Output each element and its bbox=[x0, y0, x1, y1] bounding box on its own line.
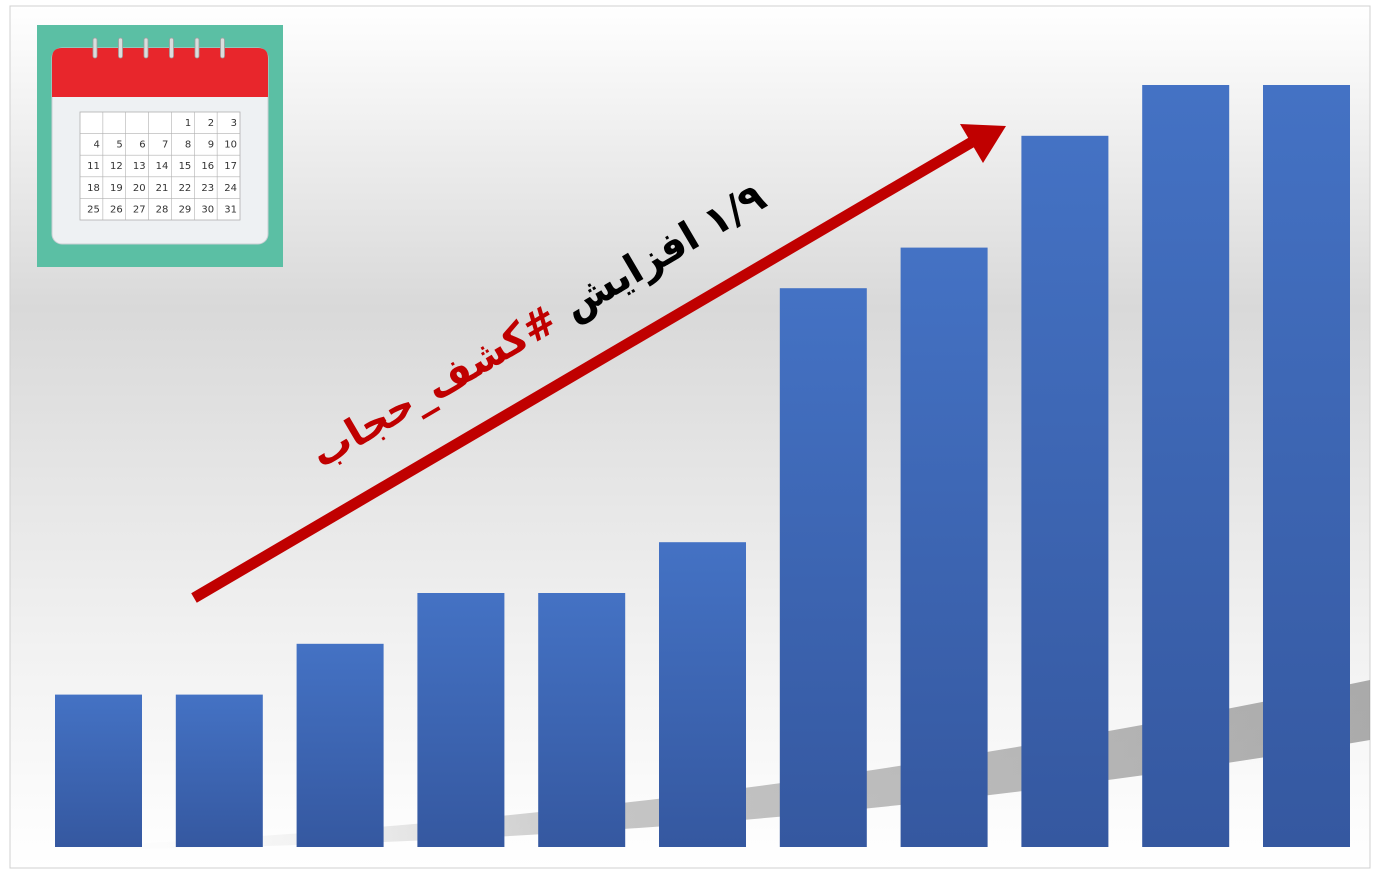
bar-10 bbox=[1142, 85, 1230, 847]
calendar-day: 22 bbox=[179, 183, 192, 194]
calendar-day: 3 bbox=[231, 118, 237, 129]
bar-9 bbox=[1021, 135, 1109, 848]
calendar-day: 6 bbox=[139, 140, 145, 151]
calendar-day: 18 bbox=[87, 183, 100, 194]
trend-arrow-shaft bbox=[191, 137, 975, 603]
calendar-day: 7 bbox=[162, 140, 168, 151]
bars bbox=[55, 85, 1350, 848]
calendar-day: 30 bbox=[201, 204, 214, 215]
calendar-day: 10 bbox=[224, 140, 237, 151]
calendar-day: 25 bbox=[87, 204, 100, 215]
calendar-day: 1 bbox=[185, 118, 191, 129]
calendar-day: 31 bbox=[224, 204, 237, 215]
calendar-day: 26 bbox=[110, 204, 123, 215]
bar-4 bbox=[417, 593, 505, 847]
calendar-day: 19 bbox=[110, 183, 123, 194]
calendar-day: 29 bbox=[179, 204, 192, 215]
calendar-day: 11 bbox=[87, 161, 100, 172]
calendar-day: 27 bbox=[133, 204, 146, 215]
bar-3 bbox=[296, 643, 384, 847]
bar-1 bbox=[55, 694, 142, 847]
calendar-day: 20 bbox=[133, 183, 146, 194]
bar-8 bbox=[900, 247, 988, 848]
calendar-day: 4 bbox=[94, 140, 100, 151]
calendar-day: 16 bbox=[201, 161, 214, 172]
trend-arrow bbox=[191, 124, 1006, 603]
calendar-day: 14 bbox=[156, 161, 169, 172]
calendar-day: 2 bbox=[208, 118, 214, 129]
calendar-day: 23 bbox=[201, 183, 214, 194]
bar-7 bbox=[779, 288, 867, 847]
bar-5 bbox=[538, 593, 626, 847]
calendar-day: 21 bbox=[156, 183, 169, 194]
calendar-day: 5 bbox=[116, 140, 122, 151]
bar-6 bbox=[659, 542, 746, 847]
calendar-day: 9 bbox=[208, 140, 214, 151]
trend-arrow-head bbox=[960, 124, 1006, 163]
calendar-day: 24 bbox=[224, 183, 237, 194]
bar-2 bbox=[175, 694, 263, 847]
calendar-day: 13 bbox=[133, 161, 146, 172]
calendar-day: 28 bbox=[156, 204, 169, 215]
bar-11 bbox=[1263, 85, 1350, 847]
calendar-day: 15 bbox=[179, 161, 192, 172]
calendar-day: 8 bbox=[185, 140, 191, 151]
calendar-day: 12 bbox=[110, 161, 123, 172]
calendar-day: 17 bbox=[224, 161, 237, 172]
